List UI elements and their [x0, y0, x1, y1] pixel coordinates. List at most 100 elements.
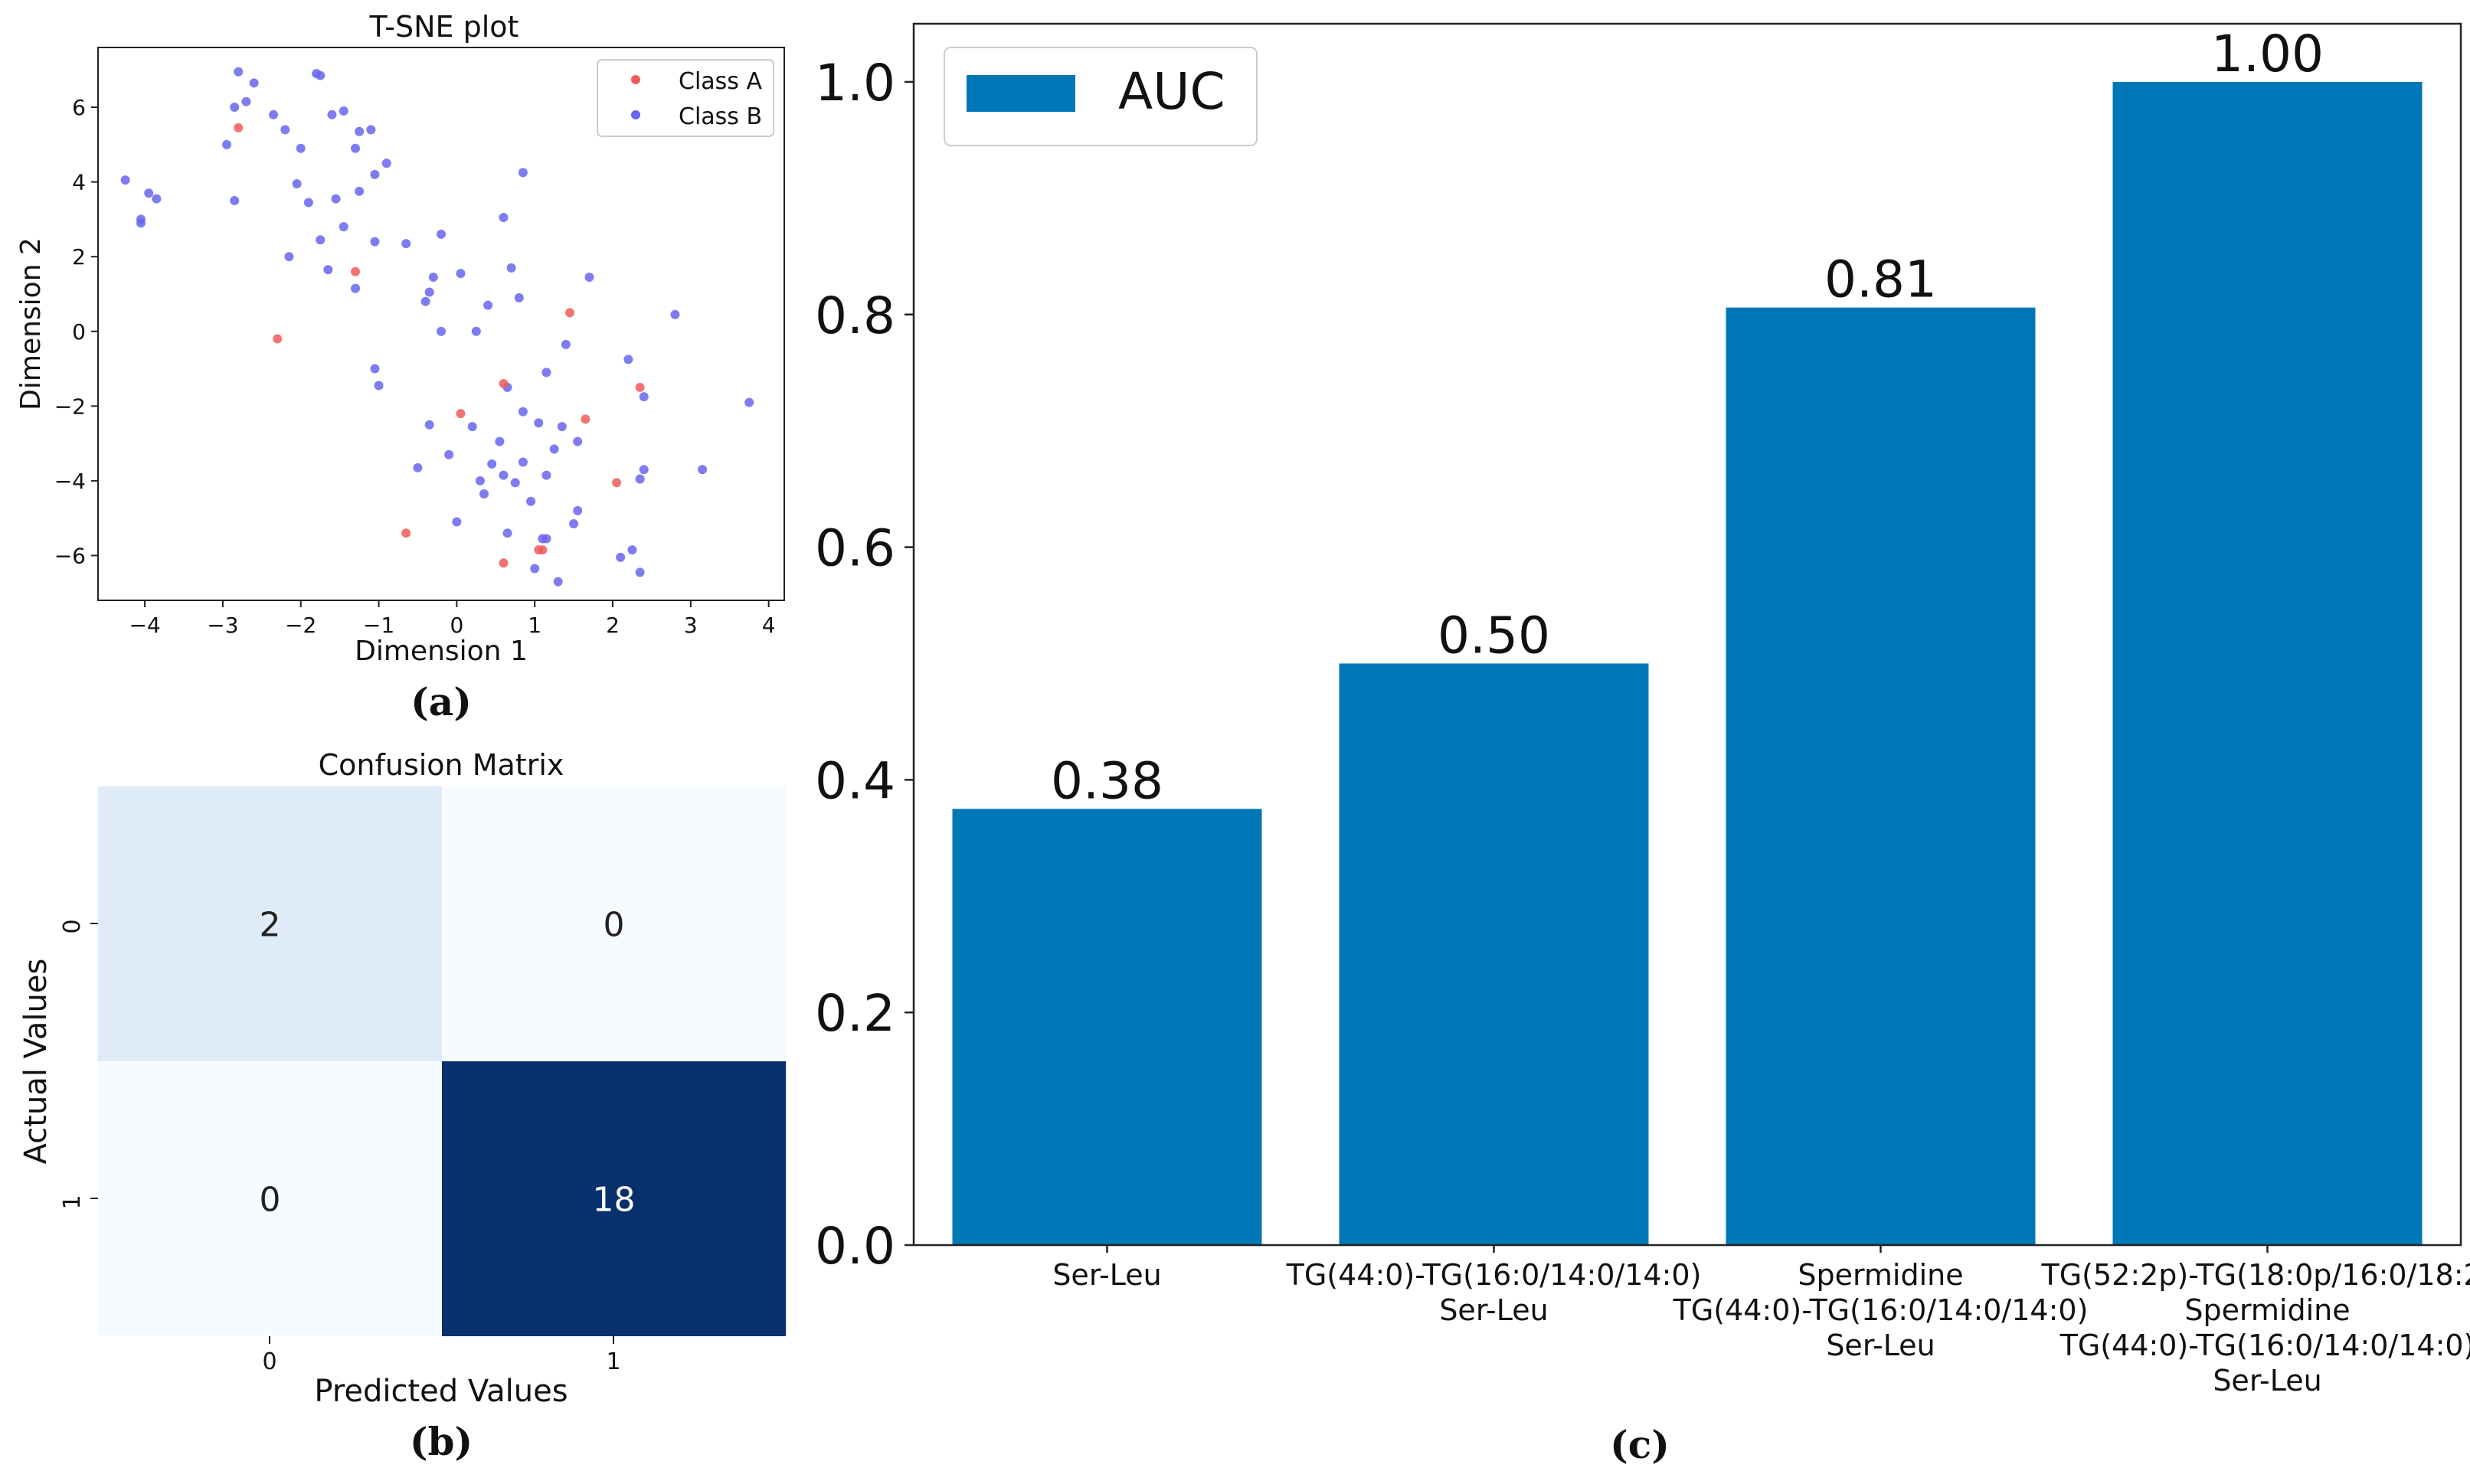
point-class-a: [273, 334, 283, 344]
caption-a: (a): [411, 679, 472, 724]
confusion-x-axis-label: Predicted Values: [314, 1374, 568, 1409]
auc-bars: 0.38 0.50 0.81 1.00: [952, 25, 2423, 1246]
tsne-x-tick-label: 0: [450, 613, 463, 638]
tsne-title: T-SNE plot: [369, 10, 519, 44]
auc-x-tick-label: TG(52:2p)-TG(18:0p/16:0/18:2): [2040, 1258, 2470, 1292]
point-class-b: [475, 476, 485, 485]
point-class-a: [538, 545, 548, 555]
point-class-b: [541, 368, 551, 378]
point-class-a: [234, 123, 244, 132]
point-class-b: [241, 96, 251, 106]
tsne-y-tick-label: 6: [72, 95, 86, 120]
auc-legend-box: [944, 47, 1258, 146]
tsne-x-tick-label: 3: [684, 613, 698, 638]
point-class-a: [565, 308, 574, 318]
confusion-cell-0-1: [442, 786, 786, 1061]
point-class-b: [351, 283, 360, 293]
point-class-b: [698, 465, 708, 475]
point-class-b: [292, 179, 302, 189]
auc-y-tick-label: 0.4: [815, 751, 895, 810]
point-class-a: [456, 409, 466, 419]
auc-y-tick-label: 0.0: [815, 1217, 895, 1276]
point-class-b: [553, 577, 563, 587]
tsne-x-tick-label: 1: [528, 613, 541, 638]
point-class-b: [370, 169, 380, 179]
point-class-a: [612, 478, 622, 488]
auc-bar: [952, 809, 1262, 1245]
point-class-b: [635, 567, 645, 577]
point-class-b: [557, 422, 567, 432]
point-class-b: [627, 545, 637, 555]
tsne-y-tick-label: 4: [72, 170, 86, 195]
point-class-b: [420, 296, 430, 306]
tsne-x-tick-label: −1: [363, 613, 394, 638]
point-class-b: [316, 235, 326, 245]
auc-plot-frame: [912, 22, 2462, 1247]
point-class-b: [510, 478, 520, 488]
confusion-cell-value: 0: [604, 906, 625, 945]
tsne-x-tick-label: −2: [285, 613, 316, 638]
point-class-b: [530, 564, 540, 574]
point-class-b: [351, 143, 360, 153]
point-class-b: [744, 397, 754, 407]
point-class-b: [381, 159, 391, 168]
tsne-y-tick-label: −6: [54, 543, 86, 568]
point-class-b: [518, 407, 528, 417]
row-tick-1: 1: [59, 1195, 86, 1209]
point-class-b: [479, 489, 489, 498]
point-class-b: [136, 218, 146, 228]
point-class-b: [339, 106, 348, 116]
legend-marker-class-a: [631, 75, 640, 84]
point-class-a: [635, 382, 645, 392]
auc-bar: [1339, 663, 1649, 1245]
auc-legend-swatch: [967, 75, 1075, 112]
confusion-matrix-panel: Confusion Matrix 2 0 0 18 0 1 0 1 Predicted…: [18, 748, 786, 1464]
tsne-legend: Class A Class B: [597, 59, 774, 137]
tsne-x-tick-label: 2: [606, 613, 620, 638]
tsne-y-tick-label: 0: [72, 319, 86, 345]
point-class-b: [366, 125, 376, 135]
auc-bar-value-label: 0.38: [1051, 751, 1163, 810]
point-class-a: [351, 266, 360, 276]
point-class-b: [518, 168, 528, 178]
point-class-b: [339, 222, 348, 232]
auc-y-tick-label: 0.8: [815, 286, 895, 345]
tsne-y-tick-label: −4: [54, 469, 86, 494]
tsne-plot-frame: [97, 47, 785, 601]
point-class-b: [303, 198, 313, 208]
tsne-x-tick-label: 4: [762, 613, 776, 638]
point-class-b: [471, 326, 481, 336]
point-class-b: [374, 381, 384, 391]
tsne-panel: T-SNE plot −4 −3 −2 −1 0 1 2 3 4 −6 −4 −2 0 2 4 6 Dime…: [15, 10, 785, 724]
point-class-b: [487, 459, 497, 469]
legend-label-class-b: Class B: [679, 103, 762, 130]
point-class-b: [428, 273, 438, 283]
point-class-b: [284, 252, 294, 262]
point-class-b: [331, 194, 341, 204]
point-class-b: [327, 110, 337, 119]
col-tick-0: 0: [262, 1348, 276, 1375]
auc-x-tick-label: TG(44:0)-TG(16:0/14:0/14:0): [1673, 1293, 2089, 1327]
point-class-b: [370, 364, 380, 374]
auc-y-tick-label: 0.2: [815, 984, 895, 1043]
point-class-b: [499, 212, 509, 222]
tsne-x-tick-label: −3: [207, 613, 238, 638]
point-class-b: [670, 309, 680, 319]
confusion-matrix-cells: 2 0 0 18: [98, 786, 786, 1336]
auc-x-tick-label: TG(44:0)-TG(16:0/14:0/14:0): [2059, 1329, 2470, 1362]
tsne-legend-box: [597, 59, 774, 137]
point-class-b: [444, 449, 454, 459]
tsne-x-ticks: −4 −3 −2 −1 0 1 2 3 4: [129, 600, 776, 638]
point-class-b: [541, 534, 551, 544]
point-class-b: [437, 229, 446, 239]
tsne-y-tick-label: 2: [72, 244, 86, 270]
auc-bar-value-label: 0.50: [1438, 606, 1550, 665]
point-class-b: [296, 143, 306, 153]
legend-marker-class-b: [631, 110, 640, 119]
point-class-b: [549, 444, 559, 454]
point-class-b: [506, 263, 516, 273]
point-class-a: [499, 558, 509, 568]
point-class-b: [635, 474, 645, 484]
point-class-b: [401, 239, 411, 249]
auc-y-ticks: 0.0 0.2 0.4 0.6 0.8 1.0: [815, 54, 914, 1276]
